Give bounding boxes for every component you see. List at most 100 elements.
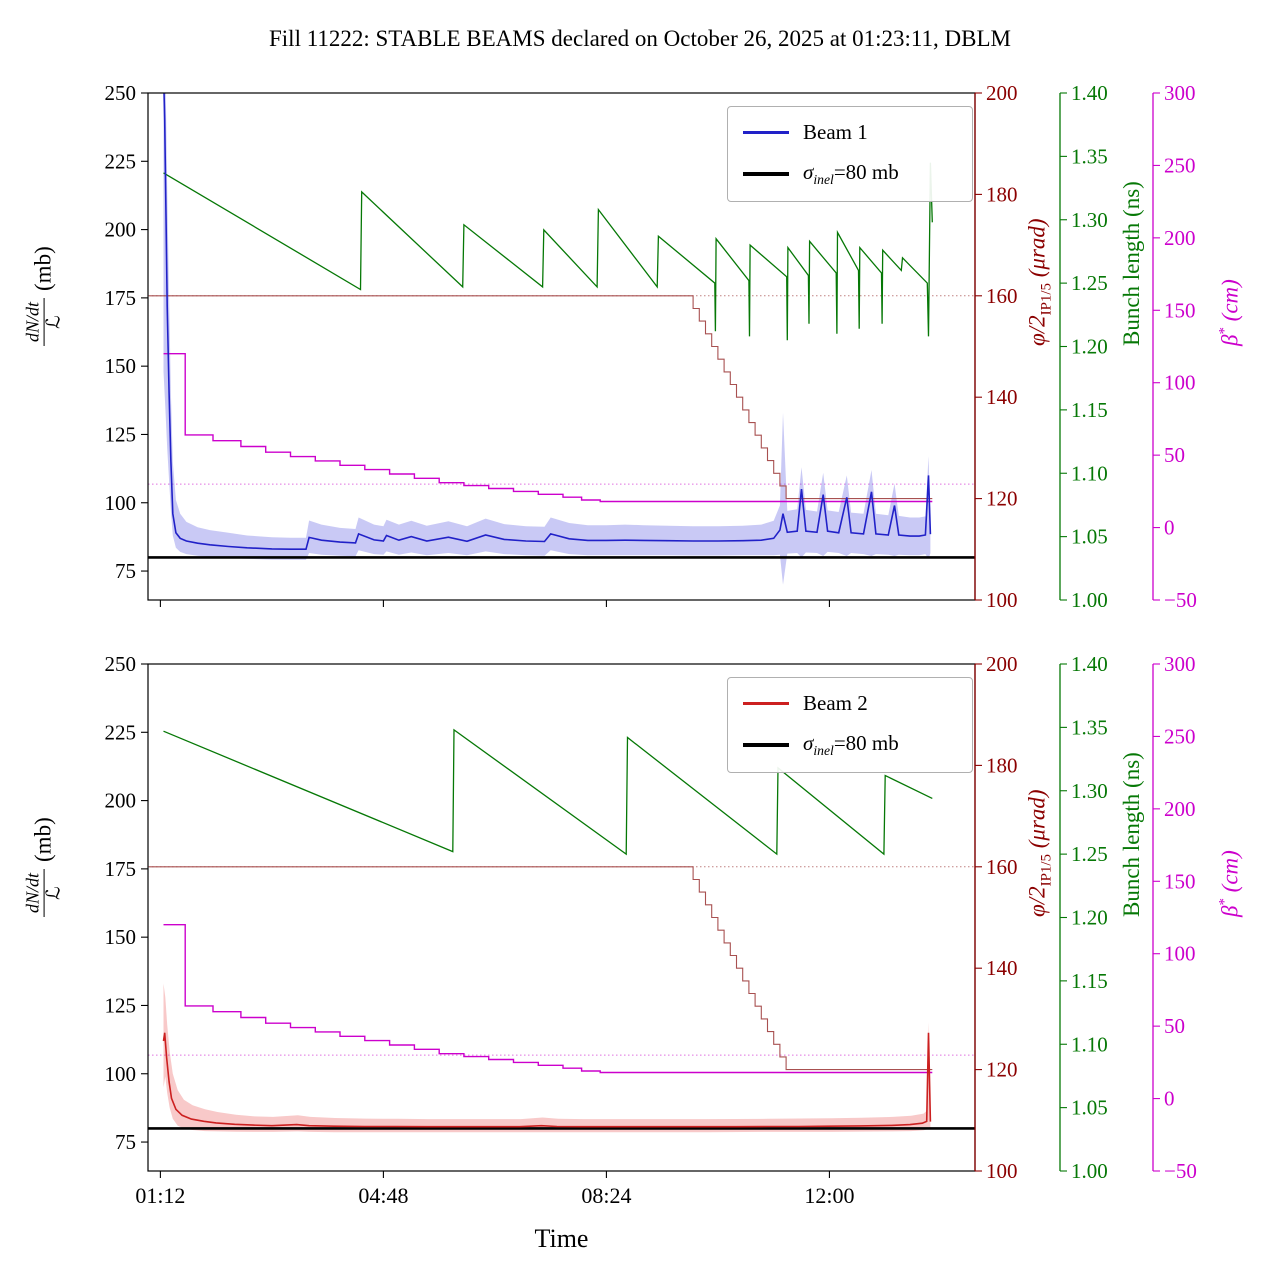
fraction-numerator: dN/dt xyxy=(23,868,45,917)
svg-text:200: 200 xyxy=(1164,797,1196,821)
svg-text:1.30: 1.30 xyxy=(1071,779,1108,803)
svg-text:250: 250 xyxy=(105,652,137,676)
legend-entry-sigma-top: σinel=80 mb xyxy=(743,160,957,188)
subplot-beam2: 01:12 04:48 08:24 12:00 75 100 125 150 175 200 225… xyxy=(105,652,1197,1208)
legend-line-beam1 xyxy=(743,131,789,134)
series-beta-star xyxy=(163,353,933,503)
series-beam2 xyxy=(162,1032,932,1128)
series-crossing-angle xyxy=(149,295,933,500)
svg-text:160: 160 xyxy=(986,855,1018,879)
svg-text:50: 50 xyxy=(1164,443,1185,467)
svg-text:50: 50 xyxy=(1164,1014,1185,1038)
svg-text:1.40: 1.40 xyxy=(1071,81,1108,105)
svg-text:125: 125 xyxy=(105,422,137,446)
series-bunch-length xyxy=(163,162,933,341)
legend-top: Beam 1 σinel=80 mb xyxy=(727,106,973,203)
svg-text:1.20: 1.20 xyxy=(1071,906,1108,930)
left-axis-ticks: 75 100 125 150 175 200 225 250 xyxy=(105,81,148,583)
svg-text:1.10: 1.10 xyxy=(1071,1032,1108,1056)
x-axis-ticks: 01:12 04:48 08:24 12:00 xyxy=(135,1171,854,1208)
svg-text:160: 160 xyxy=(986,284,1018,308)
svg-text:200: 200 xyxy=(105,789,137,813)
x-axis-ticks xyxy=(159,600,830,607)
left-axis-unit: (mb) xyxy=(30,817,56,862)
svg-text:100: 100 xyxy=(1164,942,1196,966)
svg-text:120: 120 xyxy=(986,487,1018,511)
series-crossing-angle xyxy=(149,866,933,1071)
svg-text:75: 75 xyxy=(115,559,136,583)
legend-label-beam2: Beam 2 xyxy=(803,691,868,715)
svg-text:1.20: 1.20 xyxy=(1071,335,1108,359)
bunch-axis: 1.00 1.05 1.10 1.15 1.20 1.25 1.30 1.35 1.40 xyxy=(1059,652,1108,1183)
svg-text:180: 180 xyxy=(986,753,1018,777)
series-beam1 xyxy=(163,93,932,550)
svg-text:225: 225 xyxy=(105,149,137,173)
svg-text:175: 175 xyxy=(105,857,137,881)
svg-text:150: 150 xyxy=(105,354,137,378)
svg-text:1.05: 1.05 xyxy=(1071,525,1108,549)
svg-text:150: 150 xyxy=(1164,298,1196,322)
bunch-axis: 1.00 1.05 1.10 1.15 1.20 1.25 1.30 1.35 1.40 xyxy=(1059,81,1108,612)
svg-text:100: 100 xyxy=(105,491,137,515)
svg-text:−50: −50 xyxy=(1164,1159,1197,1183)
betastar-axis: −50 0 50 100 150 200 250 300 xyxy=(1152,652,1197,1183)
series-beam1-band xyxy=(163,93,931,585)
svg-text:1.35: 1.35 xyxy=(1071,144,1108,168)
svg-text:1.35: 1.35 xyxy=(1071,715,1108,739)
subplot-beam1: 75 100 125 150 175 200 225 250 100 120 140 160 180 20… xyxy=(105,81,1197,612)
svg-text:1.15: 1.15 xyxy=(1071,398,1108,422)
svg-text:1.10: 1.10 xyxy=(1071,461,1108,485)
svg-text:04:48: 04:48 xyxy=(358,1183,408,1208)
svg-text:225: 225 xyxy=(105,720,137,744)
svg-text:200: 200 xyxy=(105,218,137,242)
svg-text:200: 200 xyxy=(986,81,1018,105)
svg-text:0: 0 xyxy=(1164,1087,1175,1111)
legend-bottom: Beam 2 σinel=80 mb xyxy=(727,677,973,774)
svg-text:100: 100 xyxy=(986,588,1018,612)
betastar-axis: −50 0 50 100 150 200 250 300 xyxy=(1152,81,1197,612)
left-axis-fraction: dN/dt ℒ xyxy=(23,297,65,346)
legend-entry-sigma-bottom: σinel=80 mb xyxy=(743,731,957,759)
series-bunch-length xyxy=(163,728,933,856)
svg-text:1.25: 1.25 xyxy=(1071,842,1108,866)
series-beam2-band xyxy=(163,983,931,1133)
svg-text:180: 180 xyxy=(986,182,1018,206)
x-axis-label: Time xyxy=(534,1224,589,1253)
fraction-numerator: dN/dt xyxy=(23,297,45,346)
svg-text:1.25: 1.25 xyxy=(1071,271,1108,295)
svg-text:100: 100 xyxy=(105,1062,137,1086)
xangle-axis: 100 120 140 160 180 200 xyxy=(974,652,1018,1183)
svg-text:300: 300 xyxy=(1164,652,1196,676)
svg-text:300: 300 xyxy=(1164,81,1196,105)
svg-text:200: 200 xyxy=(986,652,1018,676)
legend-line-sigma xyxy=(743,743,789,747)
svg-text:175: 175 xyxy=(105,286,137,310)
svg-text:200: 200 xyxy=(1164,226,1196,250)
svg-text:100: 100 xyxy=(1164,371,1196,395)
svg-text:140: 140 xyxy=(986,956,1018,980)
svg-text:1.05: 1.05 xyxy=(1071,1096,1108,1120)
legend-label-beam1: Beam 1 xyxy=(803,120,868,144)
svg-text:125: 125 xyxy=(105,993,137,1017)
fraction-denominator: ℒ xyxy=(43,315,65,329)
legend-label-sigma: σinel=80 mb xyxy=(803,160,899,188)
svg-text:08:24: 08:24 xyxy=(581,1183,631,1208)
svg-text:12:00: 12:00 xyxy=(804,1183,854,1208)
legend-line-sigma xyxy=(743,172,789,176)
svg-text:0: 0 xyxy=(1164,516,1175,540)
svg-text:−50: −50 xyxy=(1164,588,1197,612)
svg-text:75: 75 xyxy=(115,1130,136,1154)
svg-text:250: 250 xyxy=(105,81,137,105)
xangle-axis: 100 120 140 160 180 200 xyxy=(974,81,1018,612)
svg-text:1.15: 1.15 xyxy=(1071,969,1108,993)
left-axis-fraction: dN/dt ℒ xyxy=(23,868,65,917)
svg-text:100: 100 xyxy=(986,1159,1018,1183)
fraction-denominator: ℒ xyxy=(43,886,65,900)
svg-text:1.40: 1.40 xyxy=(1071,652,1108,676)
left-axis-unit: (mb) xyxy=(30,246,56,291)
figure-title: Fill 11222: STABLE BEAMS declared on Oct… xyxy=(269,26,1011,51)
svg-text:01:12: 01:12 xyxy=(135,1183,185,1208)
svg-text:1.30: 1.30 xyxy=(1071,208,1108,232)
